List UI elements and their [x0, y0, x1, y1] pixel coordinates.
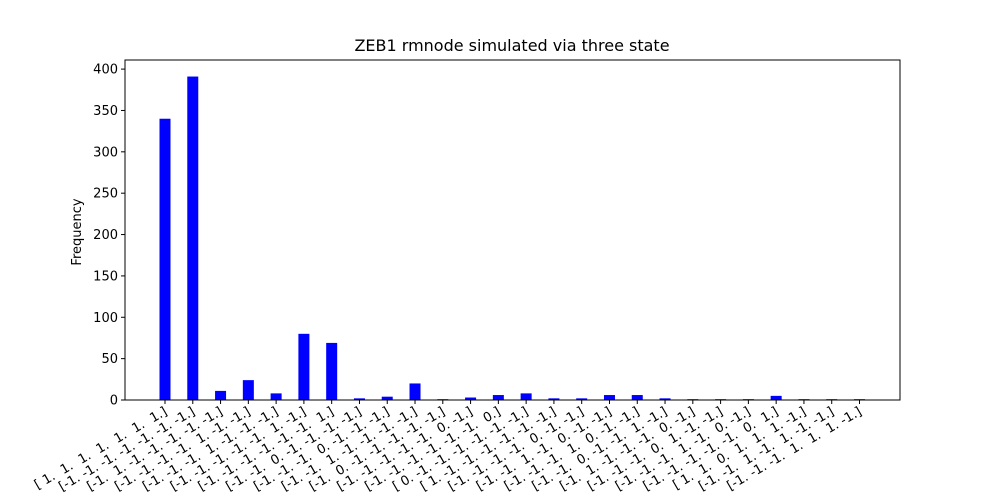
- bar: [187, 76, 199, 400]
- bar: [520, 393, 532, 400]
- bar: [270, 393, 282, 400]
- y-tick-label: 150: [93, 269, 118, 284]
- y-axis-label: Frequency: [70, 198, 85, 265]
- bar: [381, 396, 393, 400]
- bar: [603, 395, 615, 400]
- y-tick-label: 200: [93, 228, 118, 243]
- bar: [409, 383, 421, 400]
- bar: [215, 390, 227, 400]
- y-tick-label: 0: [110, 394, 118, 409]
- y-tick-label: 300: [93, 145, 118, 160]
- plot-frame: [124, 59, 901, 401]
- y-tick-label: 100: [93, 311, 118, 326]
- bar: [326, 342, 338, 400]
- y-tick-label: 50: [101, 352, 118, 367]
- bar: [659, 398, 671, 400]
- bar: [576, 398, 588, 400]
- bar: [242, 380, 254, 400]
- bar: [492, 395, 504, 400]
- bar: [353, 398, 365, 400]
- bars-group: [159, 76, 865, 400]
- chart-title: ZEB1 rmnode simulated via three state: [354, 36, 669, 55]
- bar: [631, 395, 643, 400]
- y-tick-label: 350: [93, 104, 118, 119]
- y-axis: 0 50 100 150 200 250 300 350 400: [93, 63, 125, 409]
- y-tick-label: 400: [93, 63, 118, 78]
- bar: [465, 397, 477, 400]
- x-axis: [ 1. 1. 1. 1. 1. 1. 1.][-1. -1. -1. -1. …: [32, 400, 865, 495]
- bar: [770, 395, 782, 400]
- bar: [548, 398, 560, 400]
- bar: [298, 333, 310, 400]
- y-tick-label: 250: [93, 187, 118, 202]
- bar: [159, 118, 171, 400]
